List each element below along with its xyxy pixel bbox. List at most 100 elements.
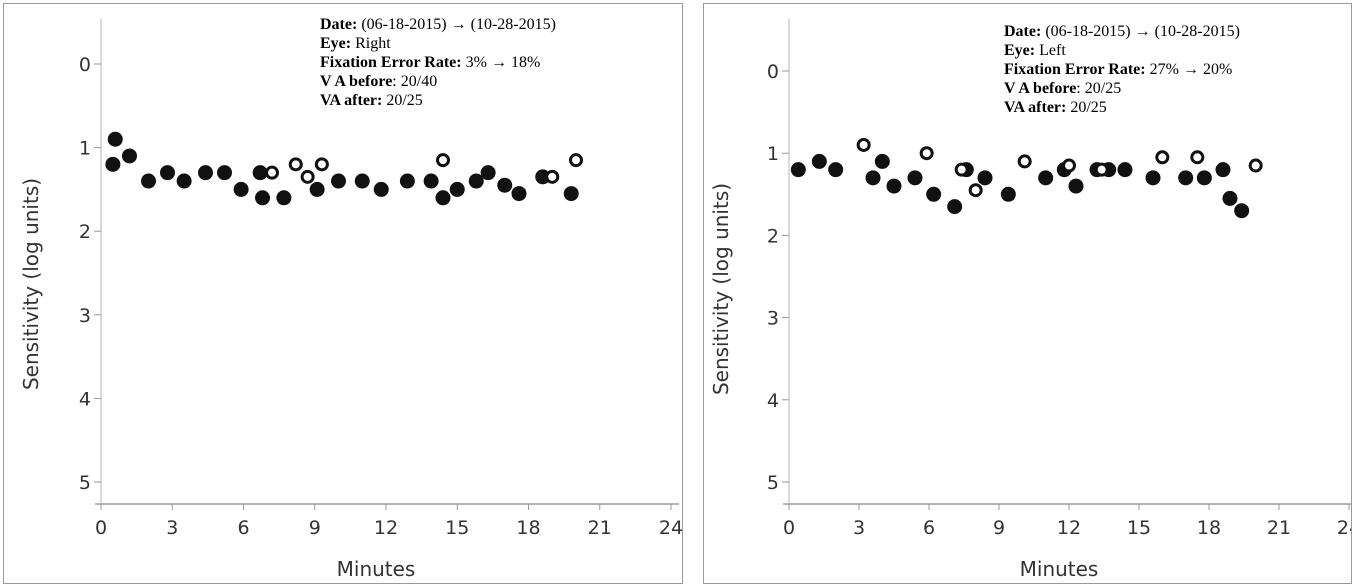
y-axis-label: Sensitivity (log units): [19, 178, 43, 390]
x-tick-label: 15: [445, 517, 469, 539]
data-point-open: [919, 146, 934, 161]
data-point-filled: [122, 148, 137, 164]
y-tick-label: 4: [767, 390, 779, 412]
x-tick-label: 0: [783, 517, 795, 539]
data-point-filled: [947, 199, 963, 215]
data-point-filled: [217, 165, 232, 181]
data-point-open: [1062, 158, 1076, 173]
data-point-open: [1248, 158, 1263, 173]
x-tick-label: 18: [516, 517, 540, 539]
data-point-open: [288, 157, 303, 172]
data-point-filled: [255, 190, 270, 206]
data-point-filled: [160, 165, 175, 181]
data-point-filled: [276, 190, 292, 206]
data-point-open: [1017, 154, 1032, 169]
data-point-open: [569, 153, 583, 168]
x-tick-label: 21: [588, 517, 612, 539]
data-point-filled: [331, 173, 346, 189]
x-tick-label: 9: [309, 517, 321, 539]
data-point-filled: [1145, 170, 1161, 186]
data-point-filled: [1178, 170, 1194, 186]
x-tick-label: 15: [1127, 517, 1151, 539]
x-tick-label: 0: [95, 517, 107, 539]
info-fixation-error-rate: Fixation Error Rate: 3% → 18%: [320, 54, 541, 71]
y-tick-label: 5: [767, 472, 779, 494]
y-tick-label: 0: [79, 54, 91, 76]
x-tick-label: 24: [1337, 517, 1351, 539]
data-point-filled: [926, 186, 942, 202]
x-tick-label: 6: [237, 517, 249, 539]
data-point-filled: [399, 173, 415, 189]
data-point-open: [1155, 150, 1170, 165]
data-point-filled: [480, 165, 496, 181]
data-point-filled: [874, 153, 890, 169]
info-box: Date: (06-18-2015) → (10-28-2015) Eye: L…: [1004, 22, 1240, 117]
data-point-filled: [886, 178, 902, 194]
chart-panel-right-eye: 0 1 2 3 4 5 0 3 6 9 12 15 18 21 24 Minutes Sensitivity (…: [3, 3, 683, 584]
info-va-before: V A before: 20/40: [320, 73, 438, 90]
x-tick-label: 3: [166, 517, 178, 539]
info-date: Date: (06-18-2015) → (10-28-2015): [1004, 23, 1240, 40]
y-tick-label: 1: [767, 143, 779, 165]
x-tick-label: 21: [1267, 517, 1291, 539]
info-box: Date: (06-18-2015) → (10-28-2015) Eye: R…: [320, 15, 556, 110]
data-point-filled: [141, 173, 156, 189]
y-tick-label: 2: [79, 221, 91, 243]
info-fixation-error-rate: Fixation Error Rate: 27% → 20%: [1004, 61, 1233, 78]
data-point-filled: [107, 131, 123, 147]
data-point-open: [1190, 150, 1205, 165]
y-tick-label: 3: [79, 305, 91, 327]
data-point-open: [265, 165, 279, 180]
data-point-open: [314, 157, 329, 172]
x-tick-label: 24: [659, 517, 682, 539]
data-point-filled: [1038, 170, 1054, 186]
info-va-before: V A before: 20/25: [1004, 80, 1122, 97]
x-tick-label: 9: [993, 517, 1005, 539]
data-point-filled: [977, 170, 993, 186]
x-axis-label: Minutes: [1020, 557, 1099, 581]
data-point-filled: [423, 173, 439, 189]
data-point-filled: [828, 162, 844, 178]
y-tick-label: 1: [79, 138, 91, 160]
x-tick-label: 12: [374, 517, 398, 539]
x-tick-label: 12: [1057, 517, 1081, 539]
data-point-filled: [1196, 170, 1212, 186]
data-point-filled: [309, 181, 325, 197]
data-point-filled: [563, 186, 579, 202]
info-eye: Eye: Left: [1004, 42, 1066, 59]
data-point-filled: [511, 186, 527, 202]
data-point-open: [545, 169, 560, 184]
data-point-filled: [373, 181, 389, 197]
y-tick-label: 0: [767, 61, 779, 83]
data-point-filled: [811, 153, 827, 169]
info-date: Date: (06-18-2015) → (10-28-2015): [320, 16, 556, 33]
data-point-open: [436, 153, 450, 168]
data-point-open: [1094, 162, 1109, 177]
data-point-filled: [1068, 178, 1084, 194]
data-point-filled: [907, 170, 923, 186]
info-eye: Eye: Right: [320, 35, 391, 52]
data-point-filled: [449, 181, 465, 197]
data-point-filled: [105, 156, 121, 172]
data-point-filled: [497, 177, 513, 193]
data-point-filled: [1215, 162, 1231, 178]
x-axis-label: Minutes: [337, 557, 416, 581]
x-tick-label: 18: [1197, 517, 1221, 539]
data-point-open: [968, 183, 983, 198]
y-tick-label: 2: [767, 225, 779, 247]
data-point-open: [300, 169, 315, 184]
data-point-filled: [865, 170, 881, 186]
info-va-after: VA after: 20/25: [320, 92, 423, 109]
y-tick-label: 3: [767, 308, 779, 330]
data-point-filled: [233, 181, 249, 197]
data-point-filled: [1222, 190, 1238, 206]
data-point-open: [856, 137, 871, 152]
data-point-filled: [1000, 186, 1016, 202]
data-point-filled: [354, 173, 370, 189]
x-tick-label: 6: [923, 517, 935, 539]
data-point-filled: [435, 190, 451, 206]
data-point-filled: [1234, 203, 1250, 219]
